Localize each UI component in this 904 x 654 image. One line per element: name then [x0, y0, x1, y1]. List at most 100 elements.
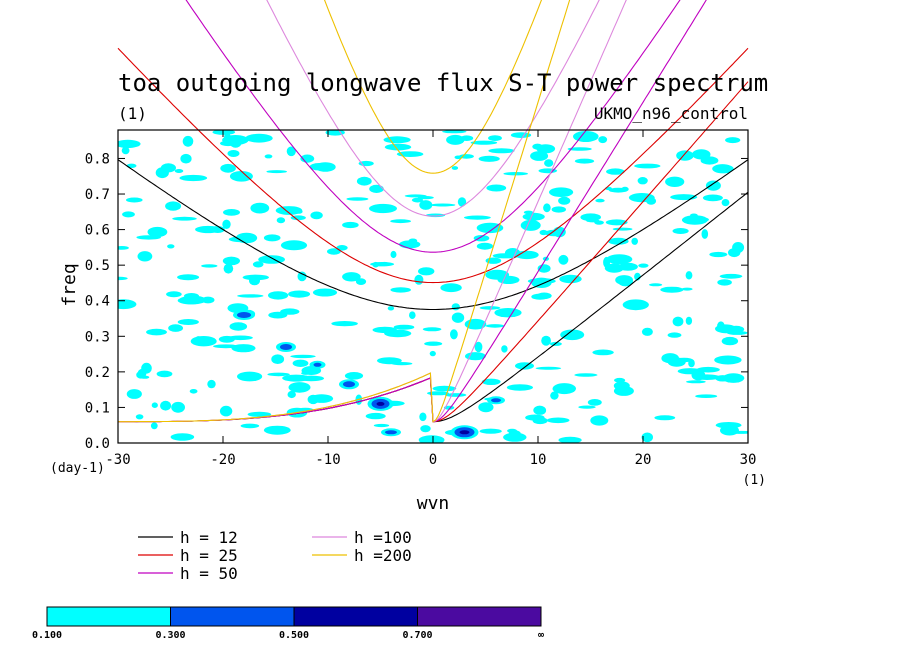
contour-blob: [694, 374, 721, 381]
contour-blob: [587, 399, 602, 406]
contour-blob: [549, 187, 574, 197]
contour-blob: [520, 219, 541, 231]
contour-blob: [685, 271, 693, 280]
contour-blob: [476, 222, 504, 234]
contour-blob: [271, 354, 285, 365]
contour-blob: [485, 269, 510, 280]
contour-blob: [595, 198, 605, 203]
contour-blob: [567, 147, 592, 151]
contour-blob: [612, 227, 633, 231]
contour-blob: [336, 245, 348, 251]
contour-blob: [695, 394, 718, 399]
contour-blob: [454, 155, 462, 160]
contour-blob: [220, 163, 236, 173]
contour-blob: [170, 433, 195, 441]
contour-blob: [573, 131, 599, 142]
contour-blob: [721, 199, 730, 207]
contour-blob: [266, 170, 288, 174]
contour-blob: [446, 134, 465, 145]
contour-blob: [118, 299, 137, 310]
chart-subtitle-right: UKMO_n96_control: [594, 104, 748, 123]
y-tick-label: 0.3: [85, 329, 110, 345]
contour-blob: [608, 237, 629, 245]
contour-blob: [207, 379, 216, 389]
contour-blob: [151, 402, 158, 409]
contour-blob-mid: [237, 312, 251, 318]
contour-blob: [390, 287, 412, 293]
contour-blob: [621, 186, 629, 192]
contour-blob: [692, 149, 711, 160]
ig-curve-h12: [117, 159, 749, 311]
contour-blob: [478, 402, 494, 413]
contour-blob: [121, 146, 130, 155]
contour-blob: [276, 217, 286, 224]
contour-blob: [418, 267, 435, 276]
contour-blob: [494, 308, 522, 318]
contour-blob: [126, 197, 143, 203]
contour-blob: [327, 248, 341, 255]
contour-blob: [240, 423, 260, 429]
contour-blob: [510, 132, 532, 139]
y-axis-label: freq: [59, 263, 80, 306]
colorbar-level-label: 0.100: [32, 630, 62, 641]
x-tick-label: -20: [210, 452, 235, 468]
contour-blob: [488, 148, 515, 154]
contour-blob: [189, 389, 198, 394]
contour-blob: [418, 435, 445, 443]
contour-blob: [297, 271, 307, 282]
kelvin-curve-h200: [118, 0, 571, 423]
contour-blob: [160, 400, 172, 411]
contour-blob: [574, 158, 595, 164]
contour-blob: [286, 146, 296, 157]
contour-blob: [536, 292, 552, 300]
y-tick-label: 0.4: [85, 294, 110, 310]
contour-blob: [201, 296, 215, 304]
contour-blob: [717, 321, 725, 331]
x-axis-ticks: -30 -20 -10 0 10 20 30: [105, 130, 756, 468]
contour-blob: [717, 279, 732, 286]
contour-blob: [719, 273, 743, 279]
contour-blob: [118, 139, 141, 148]
contour-blob: [387, 306, 395, 311]
spectrum-contours: [118, 130, 748, 443]
y-tick-label: 0.8: [85, 151, 110, 167]
contour-blob: [275, 206, 303, 215]
contour-blob: [267, 372, 290, 377]
contour-blob: [219, 405, 233, 417]
plot-frame: [117, 129, 749, 444]
contour-blob: [280, 240, 308, 251]
contour-blob: [715, 422, 742, 429]
contour-blob: [384, 329, 412, 338]
contour-blob: [419, 412, 427, 422]
contour-blob-mid: [280, 344, 292, 350]
contour-blob: [237, 294, 264, 298]
contour-blob: [541, 335, 551, 346]
contour-blob: [641, 327, 653, 336]
contour-blob-high: [459, 430, 470, 435]
y-unit-label: (day-1): [50, 461, 105, 476]
contour-blob: [709, 251, 728, 258]
contour-blob: [631, 237, 638, 245]
contour-blob: [342, 221, 359, 229]
contour-blob: [550, 391, 559, 400]
contour-blob: [451, 303, 460, 311]
contour-blob: [637, 177, 648, 185]
contour-blob: [222, 256, 240, 266]
contour-blob: [331, 321, 358, 327]
contour-blob: [451, 166, 459, 170]
contour-blob: [672, 228, 689, 234]
contour-blob-mid: [343, 381, 355, 388]
contour-blob: [346, 197, 369, 201]
contour-blob: [235, 232, 258, 244]
contour-blob: [417, 196, 434, 200]
contour-blob: [126, 389, 142, 399]
legend-label-h25: h = 25: [180, 546, 238, 565]
contour-blob: [444, 393, 467, 397]
contour-blob: [172, 216, 197, 221]
contour-blob: [141, 362, 152, 374]
colorbar-swatch: [170, 606, 295, 627]
contour-blob: [546, 417, 570, 424]
contour-blob: [732, 242, 745, 253]
contour-blob-high: [376, 401, 385, 406]
contour-blob: [721, 336, 739, 346]
